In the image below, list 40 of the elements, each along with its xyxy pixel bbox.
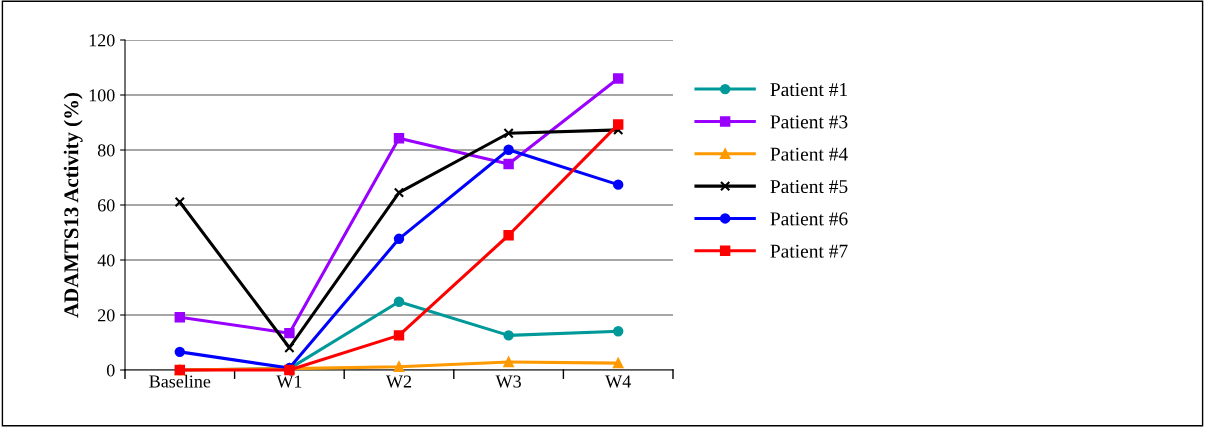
point xyxy=(612,119,624,130)
point xyxy=(393,187,405,198)
legend-label: Patient #3 xyxy=(770,115,848,129)
y-tick-label: 0 xyxy=(106,364,115,377)
point xyxy=(174,311,186,323)
x-tick-label: W4 xyxy=(605,375,631,388)
point xyxy=(393,233,405,245)
point xyxy=(503,356,514,368)
legend-label: Patient #6 xyxy=(770,212,848,226)
legend-label: Patient #5 xyxy=(770,180,848,194)
legend-label: Patient #7 xyxy=(770,244,848,258)
point xyxy=(612,179,624,190)
point xyxy=(174,346,186,358)
point xyxy=(612,73,624,84)
legend-label: Patient #1 xyxy=(770,83,848,97)
y-axis-title: ADAMTS13 Activity (%) xyxy=(63,93,83,318)
y-tick-label: 40 xyxy=(97,254,115,267)
point xyxy=(503,330,514,341)
point xyxy=(174,196,186,208)
point xyxy=(612,357,624,369)
point xyxy=(503,144,514,155)
point xyxy=(503,230,514,241)
y-tick-label: 20 xyxy=(98,309,115,322)
point xyxy=(503,158,514,170)
point xyxy=(393,296,405,308)
y-tick-label: 60 xyxy=(98,199,115,212)
x-tick-label: W3 xyxy=(495,375,521,388)
point xyxy=(393,132,405,144)
y-tick-label: 120 xyxy=(89,34,115,47)
y-tick-label: 80 xyxy=(97,144,115,157)
x-tick-label: W2 xyxy=(385,375,412,388)
point xyxy=(393,330,405,341)
x-tick-label: Baseline xyxy=(149,374,211,388)
point xyxy=(503,128,514,139)
point xyxy=(393,361,405,372)
x-tick-label: W1 xyxy=(276,375,302,388)
legend-label: Patient #4 xyxy=(770,147,848,161)
point xyxy=(284,327,295,339)
point xyxy=(612,326,624,337)
y-tick-label: 100 xyxy=(89,89,115,102)
